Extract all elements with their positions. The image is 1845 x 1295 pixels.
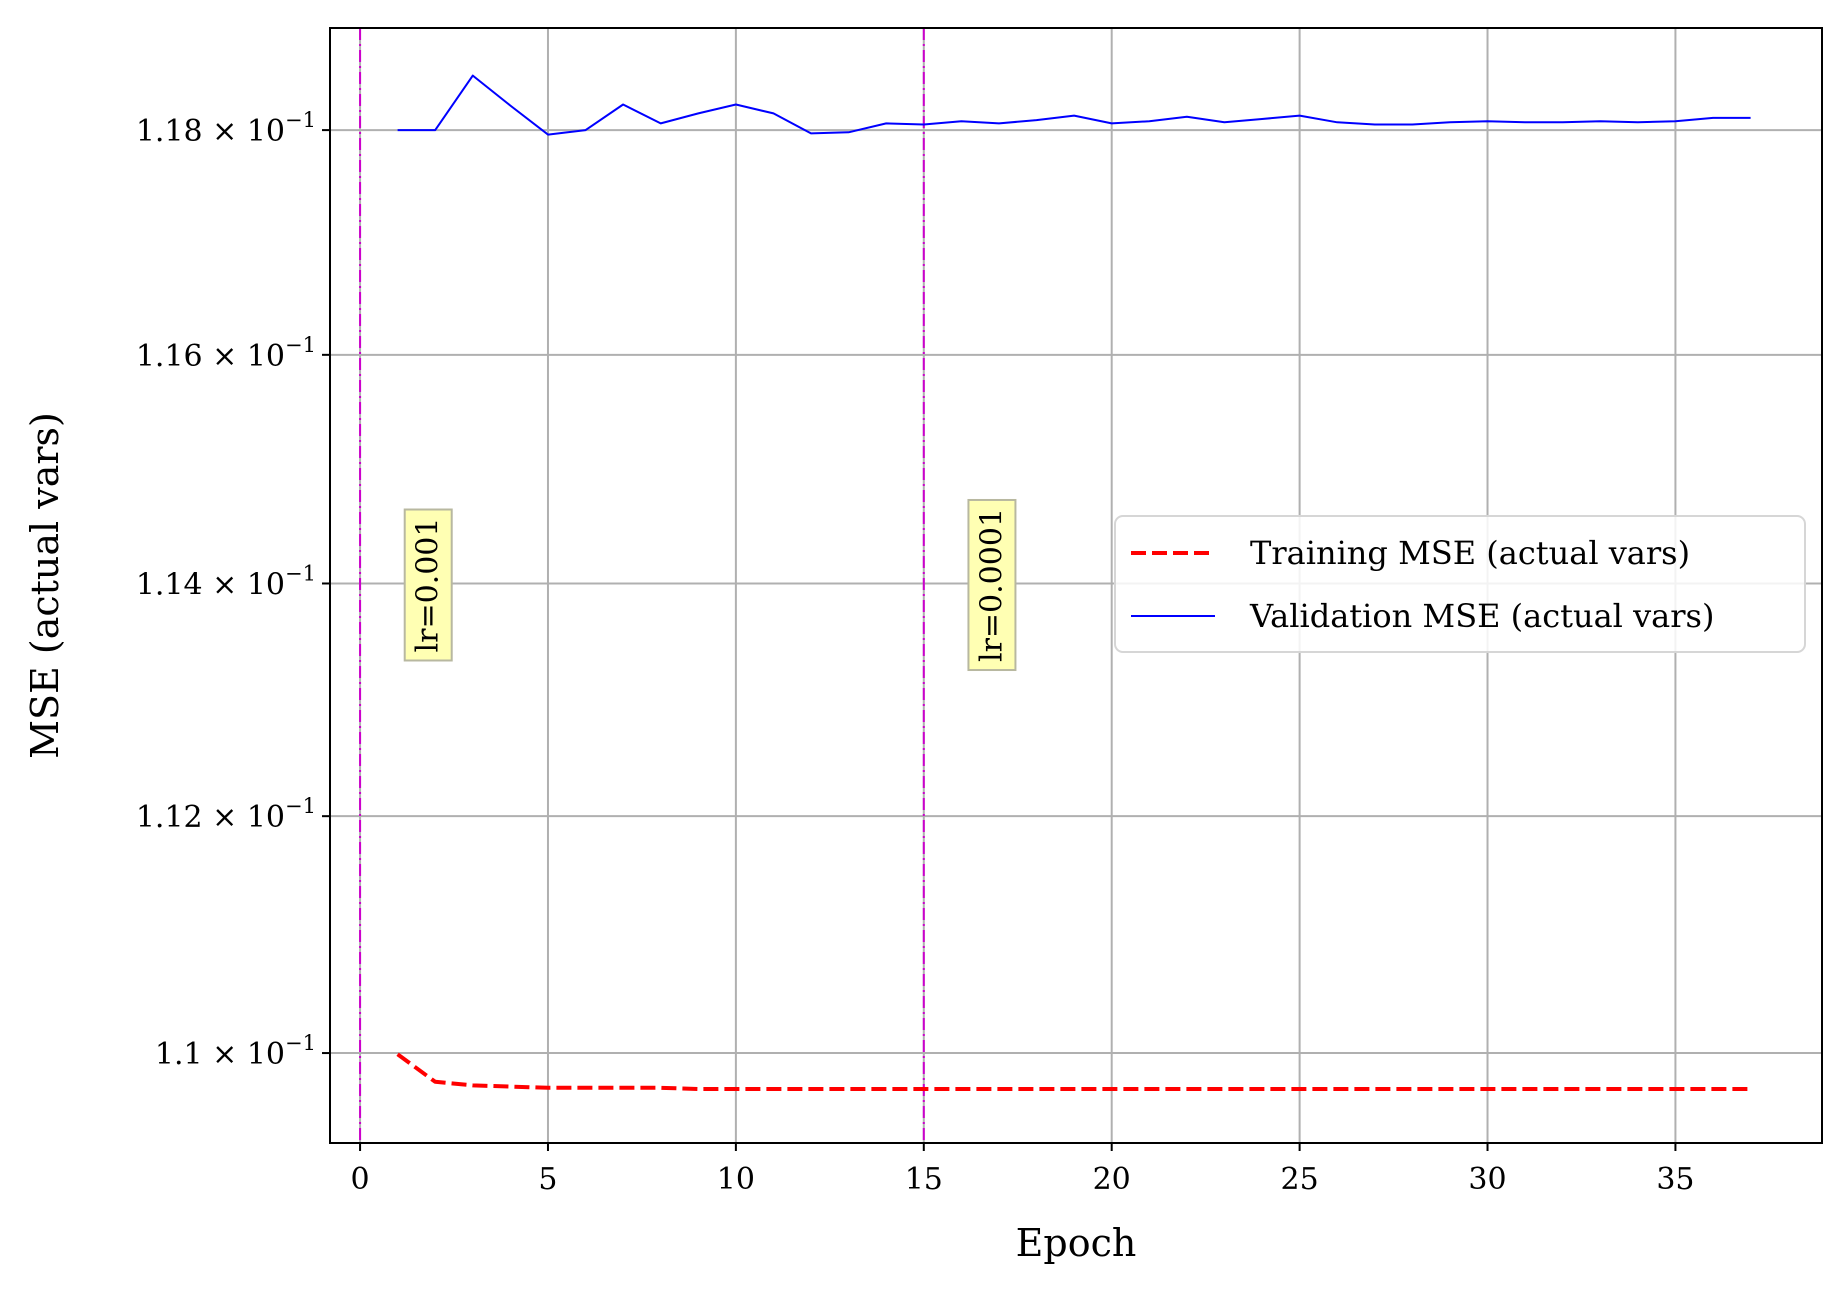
- x-tick-label: 20: [1093, 1162, 1131, 1197]
- y-axis-ticks: 1.1 × 10−11.12 × 10−11.14 × 10−11.16 × 1…: [136, 108, 330, 1072]
- y-tick-mantissa: 1.14: [136, 567, 203, 602]
- lr-annotation-label: lr=0.0001: [974, 508, 1009, 662]
- series-lines: [396, 74, 1751, 1091]
- x-axis-ticks: 0 5 10 15 20 25 30 35: [351, 1143, 1695, 1197]
- x-axis-label: Epoch: [1016, 1221, 1137, 1265]
- y-tick-label: 1.1 × 10−1: [155, 1031, 316, 1072]
- legend-label: Training MSE (actual vars): [1250, 534, 1690, 572]
- y-tick-mantissa: 1.18: [136, 114, 203, 149]
- lr-change-lines: [359, 28, 925, 1143]
- x-tick-label: 25: [1281, 1162, 1319, 1197]
- y-tick-suffix: × 10: [203, 1037, 285, 1072]
- x-tick-label: 0: [351, 1162, 370, 1197]
- legend: Training MSE (actual vars) Validation MSE…: [1114, 515, 1806, 653]
- lr-annotation-box: [403, 508, 453, 662]
- lr-annotation: lr=0.001: [403, 508, 453, 662]
- plot-frame: [329, 27, 1823, 1144]
- y-tick-mantissa: 1.16: [136, 339, 203, 374]
- y-tick-suffix: × 10: [203, 567, 285, 602]
- lr-annotation-label: lr=0.001: [411, 518, 446, 653]
- y-tick-label: 1.14 × 10−1: [136, 561, 316, 602]
- y-tick-suffix: × 10: [203, 800, 285, 835]
- y-tick-exponent: −1: [285, 794, 316, 818]
- lr-annotations: lr=0.001 lr=0.0001: [403, 498, 1017, 672]
- y-tick-label: 1.12 × 10−1: [136, 794, 316, 835]
- y-tick-suffix: × 10: [203, 114, 285, 149]
- x-tick-label: 10: [717, 1162, 755, 1197]
- y-tick-suffix: × 10: [203, 339, 285, 374]
- x-tick-label: 35: [1656, 1162, 1694, 1197]
- x-tick-label: 15: [905, 1162, 943, 1197]
- series-line-validation: [397, 74, 1751, 136]
- y-tick-exponent: −1: [285, 333, 316, 357]
- y-axis-label: MSE (actual vars): [23, 412, 67, 759]
- y-tick-mantissa: 1.12: [136, 800, 203, 835]
- lr-annotation: lr=0.0001: [967, 498, 1017, 672]
- series-line-training: [396, 1052, 1751, 1091]
- y-tick-mantissa: 1.1: [155, 1037, 203, 1072]
- legend-box: [1114, 515, 1806, 653]
- x-tick-label: 30: [1468, 1162, 1506, 1197]
- y-tick-label: 1.18 × 10−1: [136, 108, 316, 149]
- lr-annotation-box: [967, 498, 1017, 672]
- y-tick-exponent: −1: [285, 1031, 316, 1055]
- legend-label: Validation MSE (actual vars): [1249, 597, 1714, 635]
- y-tick-exponent: −1: [285, 108, 316, 132]
- y-tick-label: 1.16 × 10−1: [136, 333, 316, 374]
- x-tick-label: 5: [538, 1162, 557, 1197]
- y-tick-exponent: −1: [285, 561, 316, 585]
